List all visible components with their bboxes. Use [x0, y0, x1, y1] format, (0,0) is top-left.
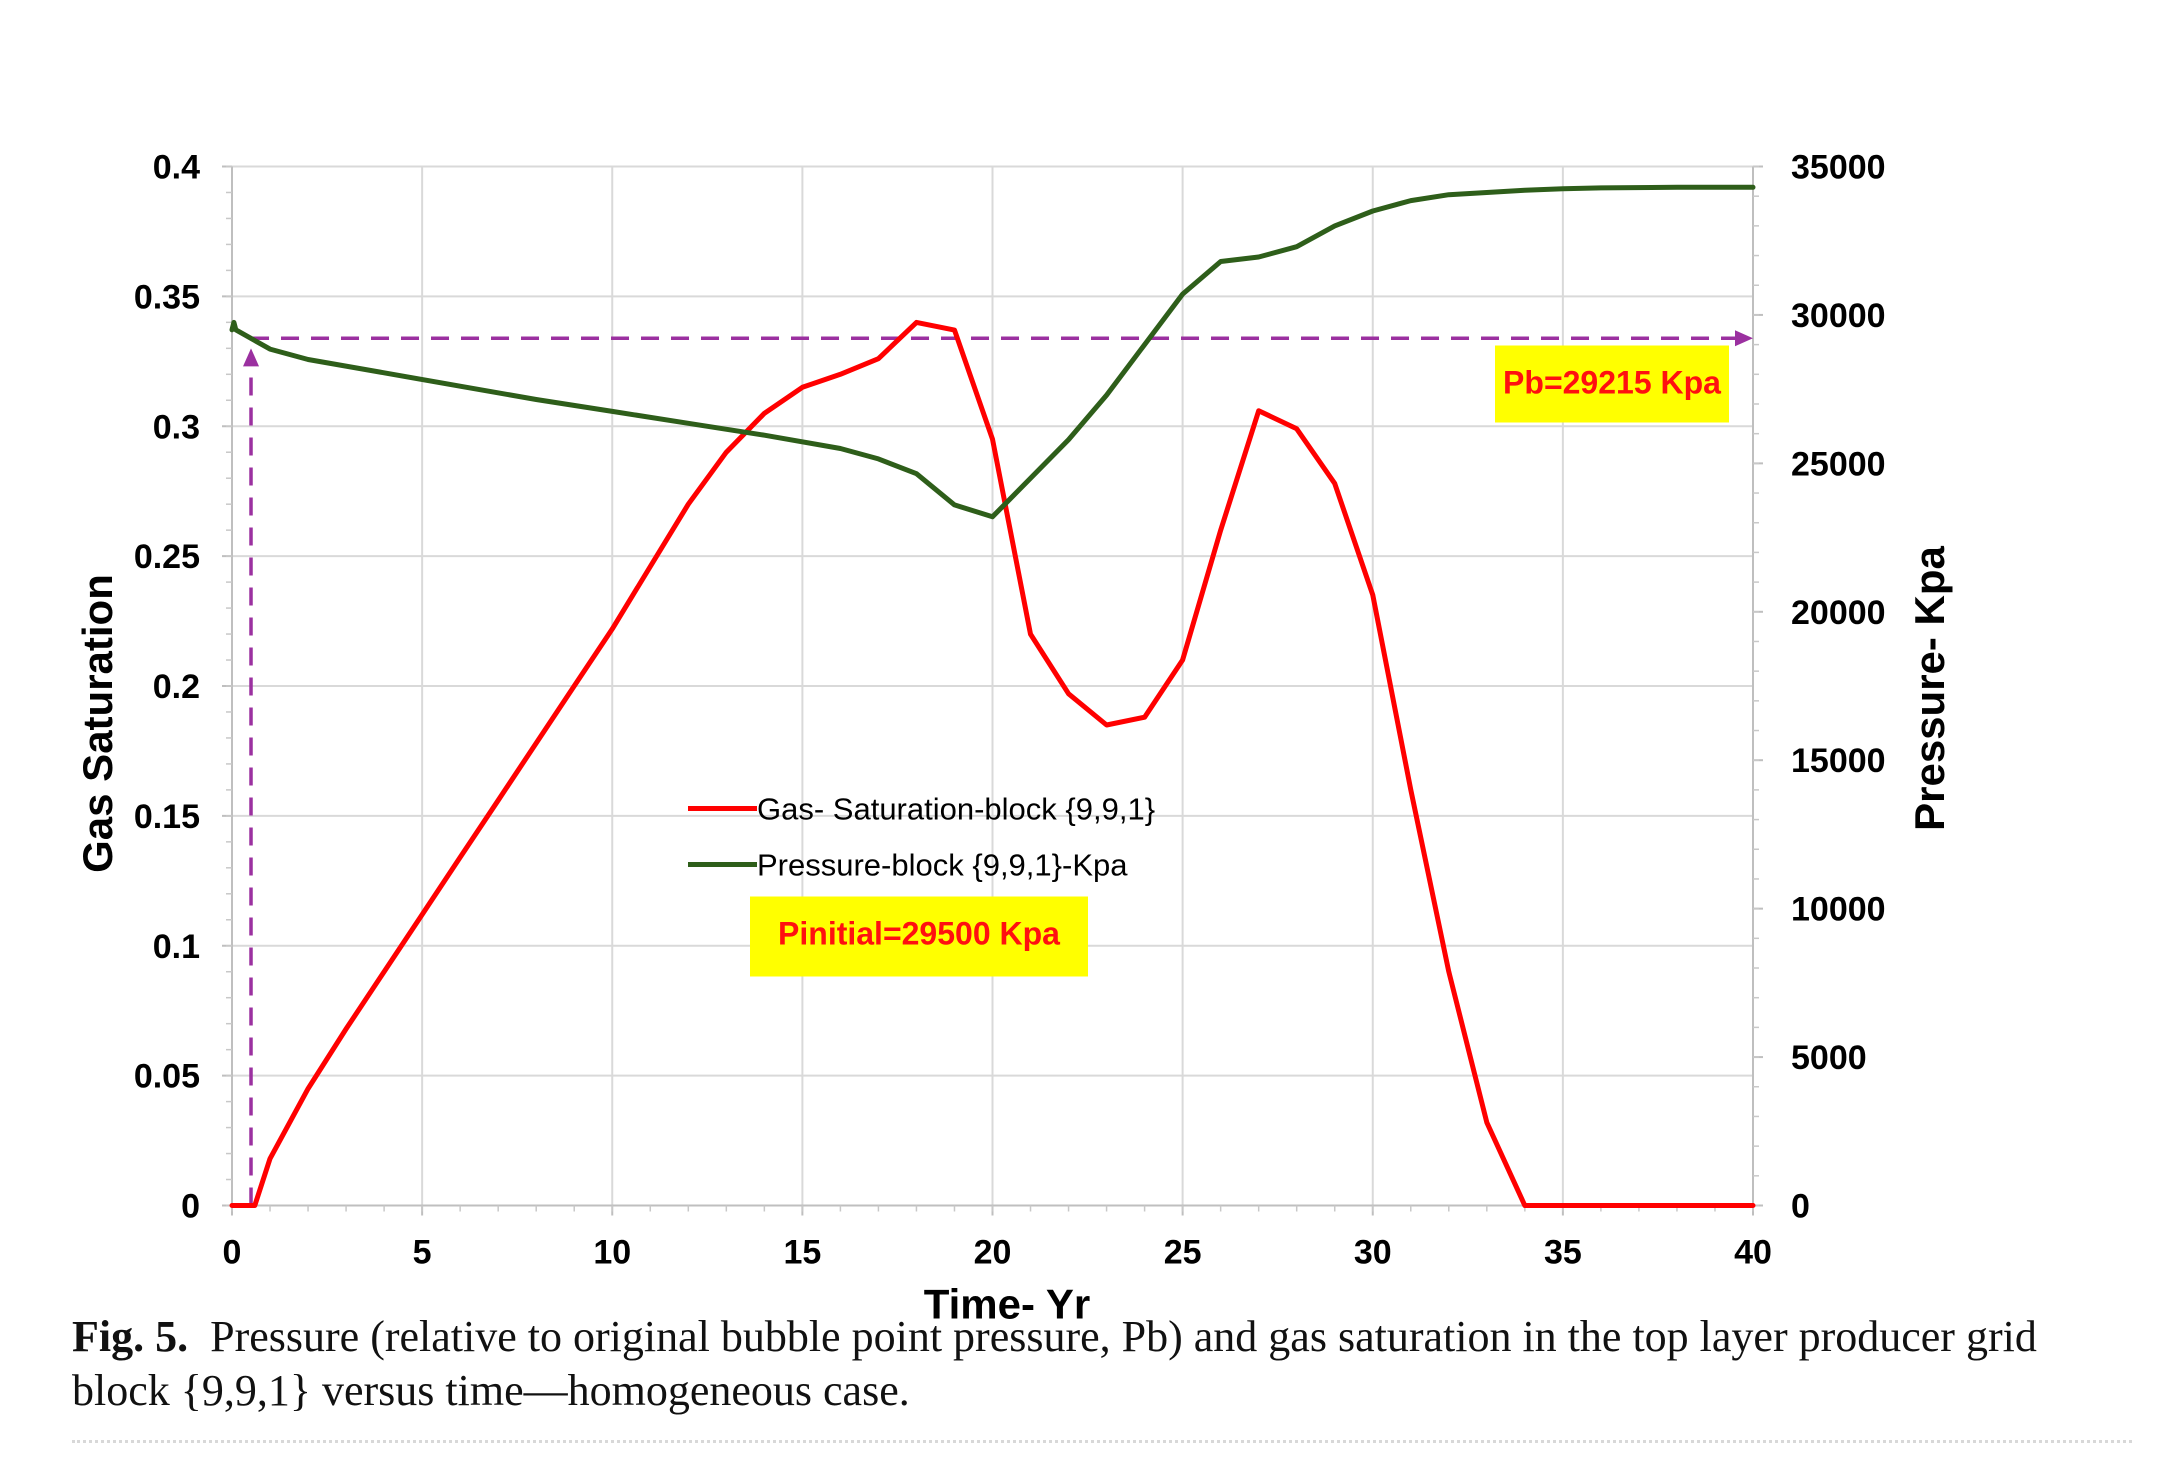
y-right-tick-label: 10000 — [1791, 891, 1886, 929]
caption-text: Pressure (relative to original bubble po… — [72, 1312, 2037, 1415]
y-left-tick-label: 0.1 — [153, 928, 200, 966]
gridlines — [222, 165, 1763, 1216]
y-right-tick-label: 30000 — [1791, 297, 1886, 335]
x-tick-label: 0 — [223, 1234, 242, 1272]
pressure-line — [229, 184, 1756, 520]
figure-caption: Fig. 5. Pressure (relative to original b… — [72, 1312, 2037, 1415]
y-left-tick-label: 0.05 — [134, 1058, 200, 1096]
y-right-tick-label: 15000 — [1791, 742, 1886, 780]
y-right-tick-label: 25000 — [1791, 445, 1886, 483]
x-tick-label: 15 — [783, 1234, 821, 1272]
x-tick-label: 35 — [1544, 1234, 1582, 1272]
pinitial-annotation-highlight — [750, 896, 1088, 977]
x-tick-label: 5 — [413, 1234, 432, 1272]
pb-annotation-text: Pb=29215 Kpa — [1503, 365, 1721, 401]
y-left-tick-label: 0.4 — [153, 149, 200, 187]
tick-labels: 0 0.05 0.1 0.15 0.2 0.25 0.3 0.35 0.4 0 5 10 15 20 25 3… — [134, 149, 1886, 1272]
y-left-tick-label: 0.25 — [134, 538, 200, 576]
y-right-tick-label: 20000 — [1791, 594, 1886, 632]
x-tick-label: 10 — [593, 1234, 631, 1272]
pb-annotation-highlight — [1495, 345, 1729, 423]
y-left-tick-label: 0.2 — [153, 668, 200, 706]
minor-ticks — [226, 165, 1759, 1212]
bottom-divider — [72, 1440, 2132, 1443]
legend-label-gas-saturation: Gas- Saturation-block {9,9,1} — [757, 792, 1155, 827]
x-axis-title: Time- Yr — [924, 1281, 1091, 1328]
pb-arrowhead — [1735, 330, 1753, 347]
caption-label: Fig. 5 — [72, 1312, 178, 1361]
series-layer — [229, 184, 1756, 1208]
y-left-tick-label: 0.35 — [134, 278, 200, 316]
x-tick-label: 30 — [1354, 1234, 1392, 1272]
pinitial-annotation-text: Pinitial=29500 Kpa — [778, 916, 1060, 952]
y-right-tick-label: 35000 — [1791, 149, 1886, 187]
pinitial-annotation: Pinitial=29500 Kpa — [750, 896, 1088, 977]
gas-saturation-line — [229, 319, 1756, 1208]
legend: Gas- Saturation-block {9,9,1} Pressure-b… — [688, 792, 1155, 883]
y-axis-title-left: Gas Saturation — [74, 574, 121, 873]
x-tick-label: 40 — [1734, 1234, 1772, 1272]
y-axis-title-right: Pressure- Kpa — [1906, 545, 1953, 830]
reference-lines — [243, 330, 1753, 1206]
legend-label-pressure: Pressure-block {9,9,1}-Kpa — [757, 848, 1128, 883]
pb-annotation: Pb=29215 Kpa — [1495, 345, 1729, 423]
x-tick-label: 25 — [1164, 1234, 1202, 1272]
y-right-tick-label: 0 — [1791, 1188, 1810, 1226]
y-right-tick-label: 5000 — [1791, 1039, 1867, 1077]
y-left-tick-label: 0.3 — [153, 408, 200, 446]
x-tick-label: 20 — [974, 1234, 1012, 1272]
y-left-tick-label: 0 — [181, 1188, 200, 1226]
y-left-tick-label: 0.15 — [134, 798, 200, 836]
pinitial-arrowhead — [243, 348, 260, 367]
